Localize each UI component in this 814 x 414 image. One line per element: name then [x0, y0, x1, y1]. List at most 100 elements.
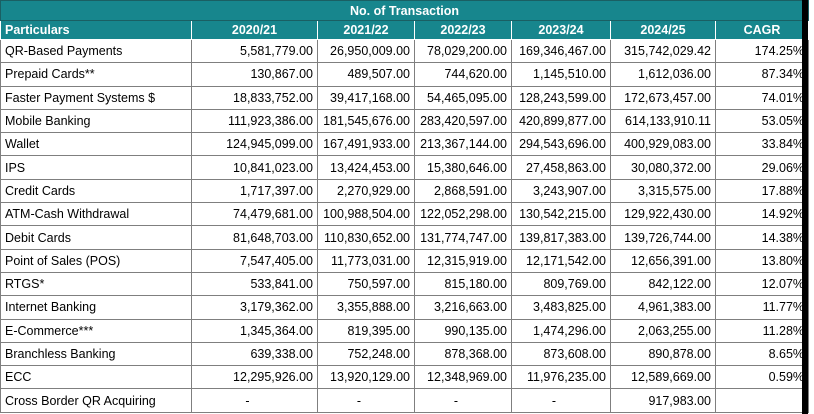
value-cell: 1,474,296.00 [511, 318, 611, 343]
value-cell: 283,420,597.00 [414, 108, 512, 134]
table-row: Point of Sales (POS) 7,547,405.00 11,773,0… [0, 248, 810, 273]
value-cell: 13,424,453.00 [317, 155, 415, 180]
table-row: RTGS* 533,841.00 750,597.00 815,180.00 809,7… [0, 271, 810, 297]
value-cell: 1,345,364.00 [191, 318, 318, 343]
value-cell: 873,608.00 [511, 341, 611, 367]
value-cell: 990,135.00 [414, 318, 512, 343]
value-cell: 39,417,168.00 [317, 85, 415, 110]
value-cell: 181,545,676.00 [317, 108, 415, 134]
table-row: IPS 10,841,023.00 13,424,453.00 15,380,646.… [0, 155, 810, 180]
value-cell: 878,368.00 [414, 341, 512, 367]
value-cell: 169,346,467.00 [511, 38, 611, 64]
table-row: Branchless Banking 639,338.00 752,248.00 87… [0, 341, 810, 367]
value-cell: 2,868,591.00 [414, 178, 512, 204]
value-cell: 130,542,215.00 [511, 202, 611, 227]
value-cell: - [191, 388, 318, 413]
value-cell: 122,052,298.00 [414, 202, 512, 227]
value-cell: 81,648,703.00 [191, 225, 318, 250]
table-row: QR-Based Payments 5,581,779.00 26,950,009.… [0, 38, 810, 64]
value-cell: 750,597.00 [317, 271, 415, 297]
cagr-cell: 0.59% [714, 365, 810, 390]
row-label: IPS [0, 155, 192, 180]
value-cell: 131,774,747.00 [414, 225, 512, 250]
value-cell: 12,171,542.00 [511, 248, 611, 273]
value-cell: 744,620.00 [414, 62, 512, 87]
row-label: Internet Banking [0, 295, 192, 320]
value-cell: 420,899,877.00 [511, 108, 611, 134]
table-row: ECC 12,295,926.00 13,920,129.00 12,348,969.… [0, 365, 810, 390]
value-cell: 12,656,391.00 [610, 248, 716, 273]
value-cell: 11,773,031.00 [317, 248, 415, 273]
value-cell: 124,945,099.00 [191, 132, 318, 157]
cagr-cell [714, 388, 810, 413]
row-label: ECC [0, 365, 192, 390]
value-cell: 167,491,933.00 [317, 132, 415, 157]
value-cell: 13,920,129.00 [317, 365, 415, 390]
value-cell: 2,063,255.00 [610, 318, 716, 343]
cagr-cell: 174.25% [714, 38, 810, 64]
table-row: Faster Payment Systems $18,833,752.00 39,… [0, 85, 810, 110]
value-cell: 3,355,888.00 [317, 295, 415, 320]
cagr-cell: 14.92% [714, 202, 810, 227]
table-row: Mobile Banking 111,923,386.00 181,545,676.… [0, 108, 810, 134]
row-label: Cross Border QR Acquiring [0, 388, 192, 413]
value-cell: 128,243,599.00 [511, 85, 611, 110]
column-header-2022-23: 2022/23 [414, 20, 512, 40]
value-cell: 3,216,663.00 [414, 295, 512, 320]
cagr-cell: 29.06% [714, 155, 810, 180]
value-cell: 172,673,457.00 [610, 85, 716, 110]
value-cell: 12,589,669.00 [610, 365, 716, 390]
value-cell: 3,315,575.00 [610, 178, 716, 204]
table-row: Cross Border QR Acquiring - - - -917,983.00 [0, 388, 810, 413]
value-cell: 4,961,383.00 [610, 295, 716, 320]
value-cell: 12,315,919.00 [414, 248, 512, 273]
value-cell: 7,547,405.00 [191, 248, 318, 273]
value-cell: - [414, 388, 512, 413]
value-cell: 489,507.00 [317, 62, 415, 87]
column-header-cagr: CAGR [714, 20, 810, 40]
table-row: Internet Banking 3,179,362.00 3,355,888.00… [0, 295, 810, 320]
value-cell: 129,922,430.00 [610, 202, 716, 227]
value-cell: 819,395.00 [317, 318, 415, 343]
row-label: Point of Sales (POS) [0, 248, 192, 273]
value-cell: - [317, 388, 415, 413]
cagr-cell: 13.80% [714, 248, 810, 273]
value-cell: 400,929,083.00 [610, 132, 716, 157]
row-label: Credit Cards [0, 178, 192, 204]
value-cell: 30,080,372.00 [610, 155, 716, 180]
row-label: QR-Based Payments [0, 38, 192, 64]
value-cell: 11,976,235.00 [511, 365, 611, 390]
value-cell: 815,180.00 [414, 271, 512, 297]
row-label: ATM-Cash Withdrawal [0, 202, 192, 227]
value-cell: 78,029,200.00 [414, 38, 512, 64]
value-cell: 1,145,510.00 [511, 62, 611, 87]
table-title: No. of Transaction [0, 0, 810, 21]
value-cell: 139,726,744.00 [610, 225, 716, 250]
row-label: E-Commerce*** [0, 318, 192, 343]
value-cell: 12,295,926.00 [191, 365, 318, 390]
value-cell: 111,923,386.00 [191, 108, 318, 134]
cagr-cell: 53.05% [714, 108, 810, 134]
value-cell: 27,458,863.00 [511, 155, 611, 180]
value-cell: 74,479,681.00 [191, 202, 318, 227]
value-cell: 3,243,907.00 [511, 178, 611, 204]
value-cell: 809,769.00 [511, 271, 611, 297]
cagr-cell: 11.28% [714, 318, 810, 343]
row-label: Debit Cards [0, 225, 192, 250]
cagr-cell: 12.07% [714, 271, 810, 297]
cagr-cell: 11.77% [714, 295, 810, 320]
value-cell: 213,367,144.00 [414, 132, 512, 157]
value-cell: 890,878.00 [610, 341, 716, 367]
table-row: Debit Cards 81,648,703.00 110,830,652.00 13… [0, 225, 810, 250]
row-label: Branchless Banking [0, 341, 192, 367]
value-cell: - [511, 388, 611, 413]
value-cell: 315,742,029.42 [610, 38, 716, 64]
value-cell: 10,841,023.00 [191, 155, 318, 180]
column-header-particulars: Particulars [0, 20, 192, 40]
value-cell: 1,612,036.00 [610, 62, 716, 87]
cagr-cell: 33.84% [714, 132, 810, 157]
cagr-cell: 8.65% [714, 341, 810, 367]
value-cell: 100,988,504.00 [317, 202, 415, 227]
